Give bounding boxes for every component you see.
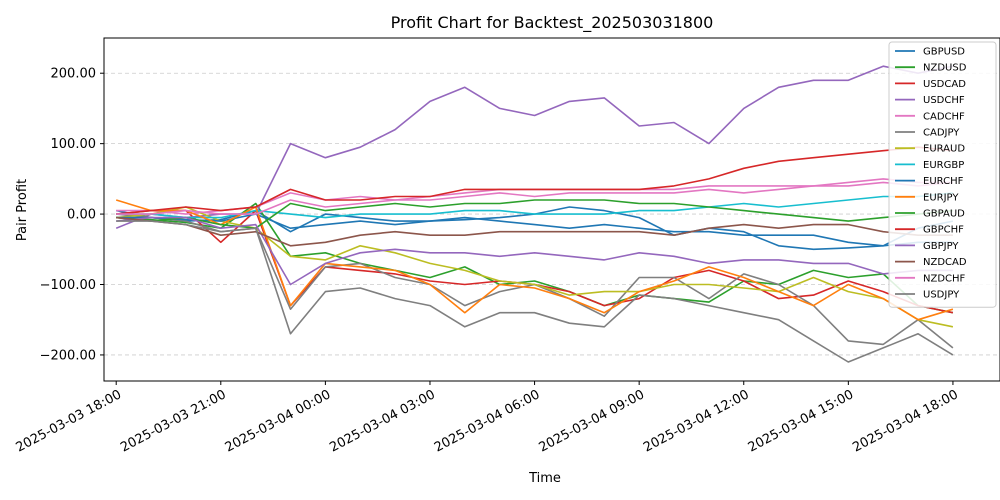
- x-tick-label: 2025-03-03 21:00: [118, 387, 228, 455]
- series-line-nzdusd: [116, 202, 954, 314]
- legend-label: NZDCHF: [923, 273, 966, 284]
- legend-label: GBPAUD: [923, 209, 965, 220]
- series-line-gbpchf: [116, 146, 953, 215]
- series-line-nzdchf: [116, 181, 953, 215]
- x-tick-label: 2025-03-04 18:00: [850, 387, 960, 455]
- legend-label: EURJPY: [923, 192, 959, 203]
- y-tick-label: −100.00: [40, 278, 96, 293]
- legend-label: EURCHF: [923, 176, 964, 187]
- legend-label: USDJPY: [923, 290, 960, 301]
- x-tick-label: 2025-03-03 18:00: [14, 387, 124, 455]
- series-line-usdjpy: [116, 220, 954, 363]
- legend-label: GBPCHF: [923, 225, 964, 236]
- legend: GBPUSD NZDUSD USDCAD USDCHF CADCHF CADJPY EURA…: [888, 41, 997, 308]
- legend-label: USDCHF: [923, 95, 965, 106]
- chart-title: Profit Chart for Backtest_202503031800: [391, 13, 714, 33]
- x-tick-label: 2025-03-04 15:00: [746, 387, 856, 455]
- y-tick-label: 0.00: [67, 208, 96, 223]
- legend-label: NZDCAD: [923, 257, 967, 268]
- series-line-nzdcad: [116, 216, 953, 247]
- plot-frame: [103, 37, 1000, 382]
- x-tick-label: 2025-03-04 09:00: [537, 387, 647, 455]
- x-axis-title: Time: [528, 471, 561, 486]
- y-tick-label: −200.00: [40, 348, 96, 363]
- y-tick-label: 100.00: [51, 137, 97, 152]
- x-tick-label: 2025-03-04 03:00: [327, 387, 437, 455]
- lines-layer: [115, 65, 954, 363]
- y-axis-title: Pair Profit: [15, 179, 30, 241]
- y-axis: −200.00 −100.00 0.00 100.00 200.00: [40, 67, 104, 363]
- x-tick-label: 2025-03-04 00:00: [223, 387, 333, 455]
- series-line-gbpjpy: [116, 216, 953, 286]
- legend-box: [888, 41, 997, 308]
- legend-label: EURGBP: [923, 160, 964, 171]
- series-line-usdchf: [115, 65, 954, 229]
- legend-label: CADCHF: [923, 111, 965, 122]
- legend-label: GBPJPY: [923, 241, 959, 252]
- x-tick-label: 2025-03-04 06:00: [432, 387, 542, 455]
- legend-label: CADJPY: [923, 128, 960, 139]
- series-line-eurjpy: [115, 199, 954, 321]
- legend-label: GBPUSD: [923, 47, 965, 58]
- legend-label: USDCAD: [923, 79, 966, 90]
- legend-label: EURAUD: [923, 144, 965, 155]
- legend-label: NZDUSD: [923, 63, 967, 74]
- y-tick-label: 200.00: [51, 67, 97, 82]
- x-tick-label: 2025-03-04 12:00: [641, 387, 751, 455]
- series-line-eurgbp: [116, 192, 953, 219]
